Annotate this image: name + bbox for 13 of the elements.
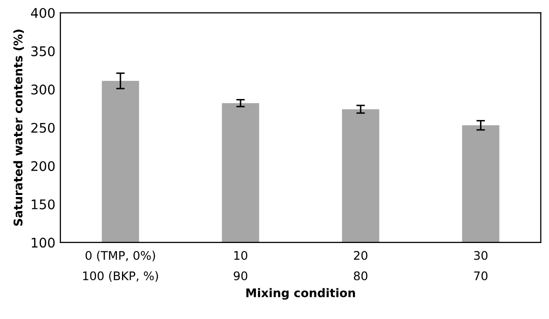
x-tick-label: 20 80 bbox=[354, 250, 368, 280]
y-axis-title: Saturated water contents (%) bbox=[13, 30, 24, 226]
y-tick-label: 150 bbox=[32, 199, 55, 210]
x-axis-title: Mixing condition bbox=[246, 288, 355, 300]
y-tick-label: 200 bbox=[31, 161, 55, 172]
y-tick-label: 400 bbox=[30, 8, 55, 18]
x-tick-label: 0 (TMP, 0%) 100 (BKP, %) bbox=[83, 250, 158, 282]
y-tick-label: 300 bbox=[31, 84, 55, 95]
y-tick-label: 100 bbox=[32, 238, 55, 248]
x-tick-label: 30 70 bbox=[474, 250, 488, 280]
x-tick-label: 10 90 bbox=[234, 250, 248, 280]
y-tick-label: 250 bbox=[31, 122, 55, 133]
y-tick-label: 350 bbox=[31, 46, 55, 56]
